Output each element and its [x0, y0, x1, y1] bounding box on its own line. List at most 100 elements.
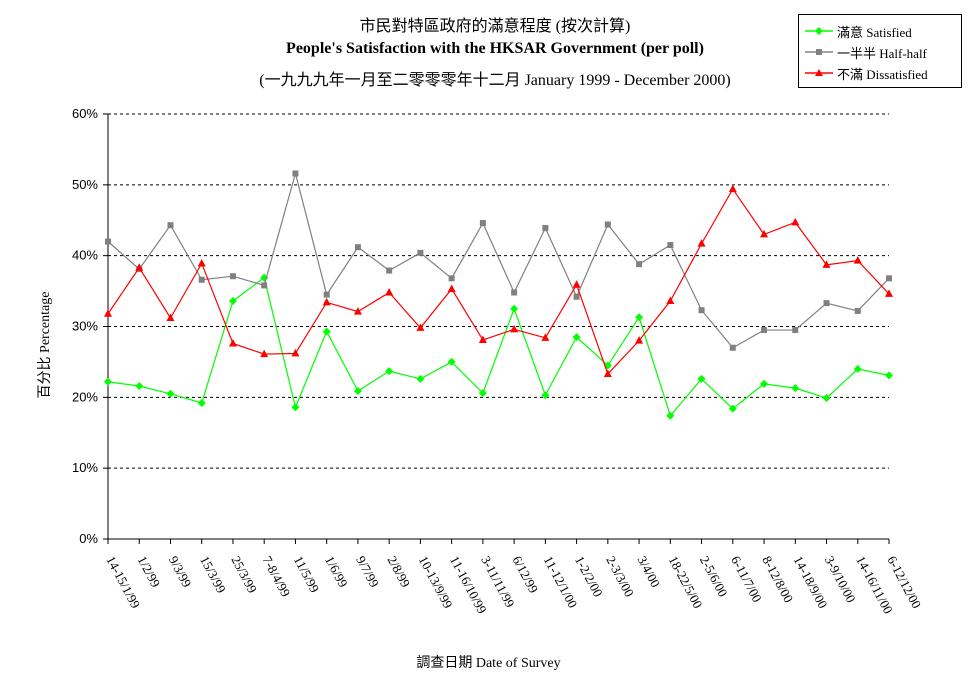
data-point-half-half — [229, 273, 236, 280]
data-point-satisfied — [791, 384, 800, 393]
data-point-half-half — [667, 242, 674, 249]
chart-legend: 滿意 Satisfied 一半半 Half-half 不滿 Dissatisfi… — [798, 14, 962, 88]
data-point-satisfied — [166, 389, 175, 398]
data-point-dissatisfied — [478, 335, 487, 343]
data-point-dissatisfied — [822, 260, 831, 268]
x-tick-label: 1-2/2/00 — [572, 553, 606, 599]
x-tick-label: 6/12/99 — [509, 553, 541, 595]
data-point-half-half — [417, 249, 424, 256]
data-point-half-half — [167, 222, 174, 229]
data-point-satisfied — [885, 371, 893, 380]
y-tick-label: 50% — [72, 177, 98, 192]
data-point-satisfied — [728, 404, 737, 413]
y-axis-label: 百分比 Percentage — [38, 291, 53, 399]
data-point-dissatisfied — [291, 348, 300, 357]
data-point-dissatisfied — [447, 284, 456, 292]
satisfied-marker-icon — [805, 27, 833, 35]
half-half-marker-icon — [805, 49, 833, 55]
data-point-half-half — [448, 275, 455, 282]
data-point-dissatisfied — [416, 323, 425, 331]
data-point-half-half — [323, 291, 330, 298]
y-tick-label: 40% — [72, 248, 98, 263]
data-point-dissatisfied — [197, 258, 206, 267]
x-tick-label: 7-8/4/99 — [260, 553, 294, 599]
data-point-half-half — [604, 221, 611, 228]
data-point-satisfied — [291, 403, 300, 412]
x-tick-label: 1/2/99 — [135, 553, 164, 589]
chart-subtitle-period: (一九九九年一月至二零零零年十二月 January 1999 - Decembe… — [259, 72, 731, 89]
data-point-half-half — [854, 307, 861, 314]
data-point-half-half — [729, 344, 736, 351]
data-point-half-half — [292, 170, 299, 177]
data-point-half-half — [198, 276, 205, 283]
data-point-half-half — [573, 293, 580, 300]
data-point-satisfied — [760, 379, 769, 388]
data-point-dissatisfied — [572, 280, 581, 288]
y-tick-label: 0% — [79, 531, 98, 546]
x-tick-label: 2/8/99 — [385, 553, 414, 589]
data-point-satisfied — [510, 304, 519, 313]
data-point-dissatisfied — [353, 307, 362, 315]
y-tick-label: 20% — [72, 389, 98, 404]
x-tick-label: 25/3/99 — [228, 553, 260, 595]
data-point-dissatisfied — [853, 256, 862, 264]
data-point-half-half — [354, 244, 361, 251]
data-point-satisfied — [822, 394, 831, 403]
x-tick-label: 2-3/3/00 — [603, 553, 637, 599]
data-point-half-half — [792, 327, 799, 334]
data-point-dissatisfied — [322, 297, 331, 306]
data-point-half-half — [698, 307, 705, 314]
data-point-half-half — [542, 225, 549, 232]
x-tick-label: 3/4/00 — [634, 553, 663, 589]
data-point-satisfied — [572, 333, 581, 342]
data-point-dissatisfied — [510, 324, 519, 333]
data-point-satisfied — [385, 367, 394, 376]
data-point-half-half — [511, 289, 518, 296]
chart-title-english: People's Satisfaction with the HKSAR Gov… — [286, 40, 704, 57]
legend-item-dissatisfied: 不滿 Dissatisfied — [805, 63, 928, 83]
data-point-half-half — [386, 267, 393, 274]
data-point-half-half — [823, 300, 830, 307]
y-tick-label: 60% — [72, 106, 98, 121]
data-point-dissatisfied — [135, 263, 144, 271]
data-point-dissatisfied — [603, 369, 612, 377]
data-point-half-half — [636, 261, 643, 268]
chart-title-chinese: 市民對特區政府的滿意程度 (按次計算) — [359, 18, 631, 35]
data-point-half-half — [479, 220, 486, 227]
y-tick-label: 30% — [72, 319, 98, 334]
data-point-satisfied — [322, 327, 331, 336]
data-point-satisfied — [447, 357, 456, 366]
series-line-1 — [107, 171, 890, 349]
data-point-satisfied — [635, 313, 644, 322]
data-point-dissatisfied — [166, 313, 175, 321]
data-point-half-half — [261, 282, 268, 289]
data-point-satisfied — [697, 374, 706, 383]
data-point-satisfied — [416, 374, 425, 383]
data-point-dissatisfied — [728, 184, 737, 193]
data-point-satisfied — [197, 399, 206, 407]
data-point-satisfied — [135, 382, 144, 390]
data-point-dissatisfied — [228, 339, 237, 347]
x-tick-label: 1/6/99 — [322, 553, 351, 589]
data-point-dissatisfied — [885, 289, 893, 297]
x-tick-label: 11/5/99 — [291, 553, 323, 595]
data-point-dissatisfied — [385, 288, 394, 296]
data-point-half-half — [761, 327, 768, 334]
data-point-satisfied — [478, 389, 487, 398]
legend-item-satisfied: 滿意 Satisfied — [805, 21, 912, 41]
x-tick-label: 9/7/99 — [353, 553, 382, 589]
data-point-satisfied — [541, 391, 550, 400]
data-point-satisfied — [853, 365, 862, 373]
data-point-satisfied — [104, 377, 112, 386]
dissatisfied-marker-icon — [805, 69, 833, 76]
data-point-dissatisfied — [260, 349, 269, 358]
data-point-satisfied — [353, 386, 362, 395]
series-line-0 — [107, 276, 890, 417]
data-point-satisfied — [666, 411, 675, 420]
x-tick-label: 15/3/99 — [197, 553, 229, 595]
data-point-dissatisfied — [635, 336, 644, 344]
y-tick-label: 10% — [72, 460, 98, 475]
data-point-satisfied — [228, 297, 237, 305]
series-line-2 — [107, 187, 890, 376]
